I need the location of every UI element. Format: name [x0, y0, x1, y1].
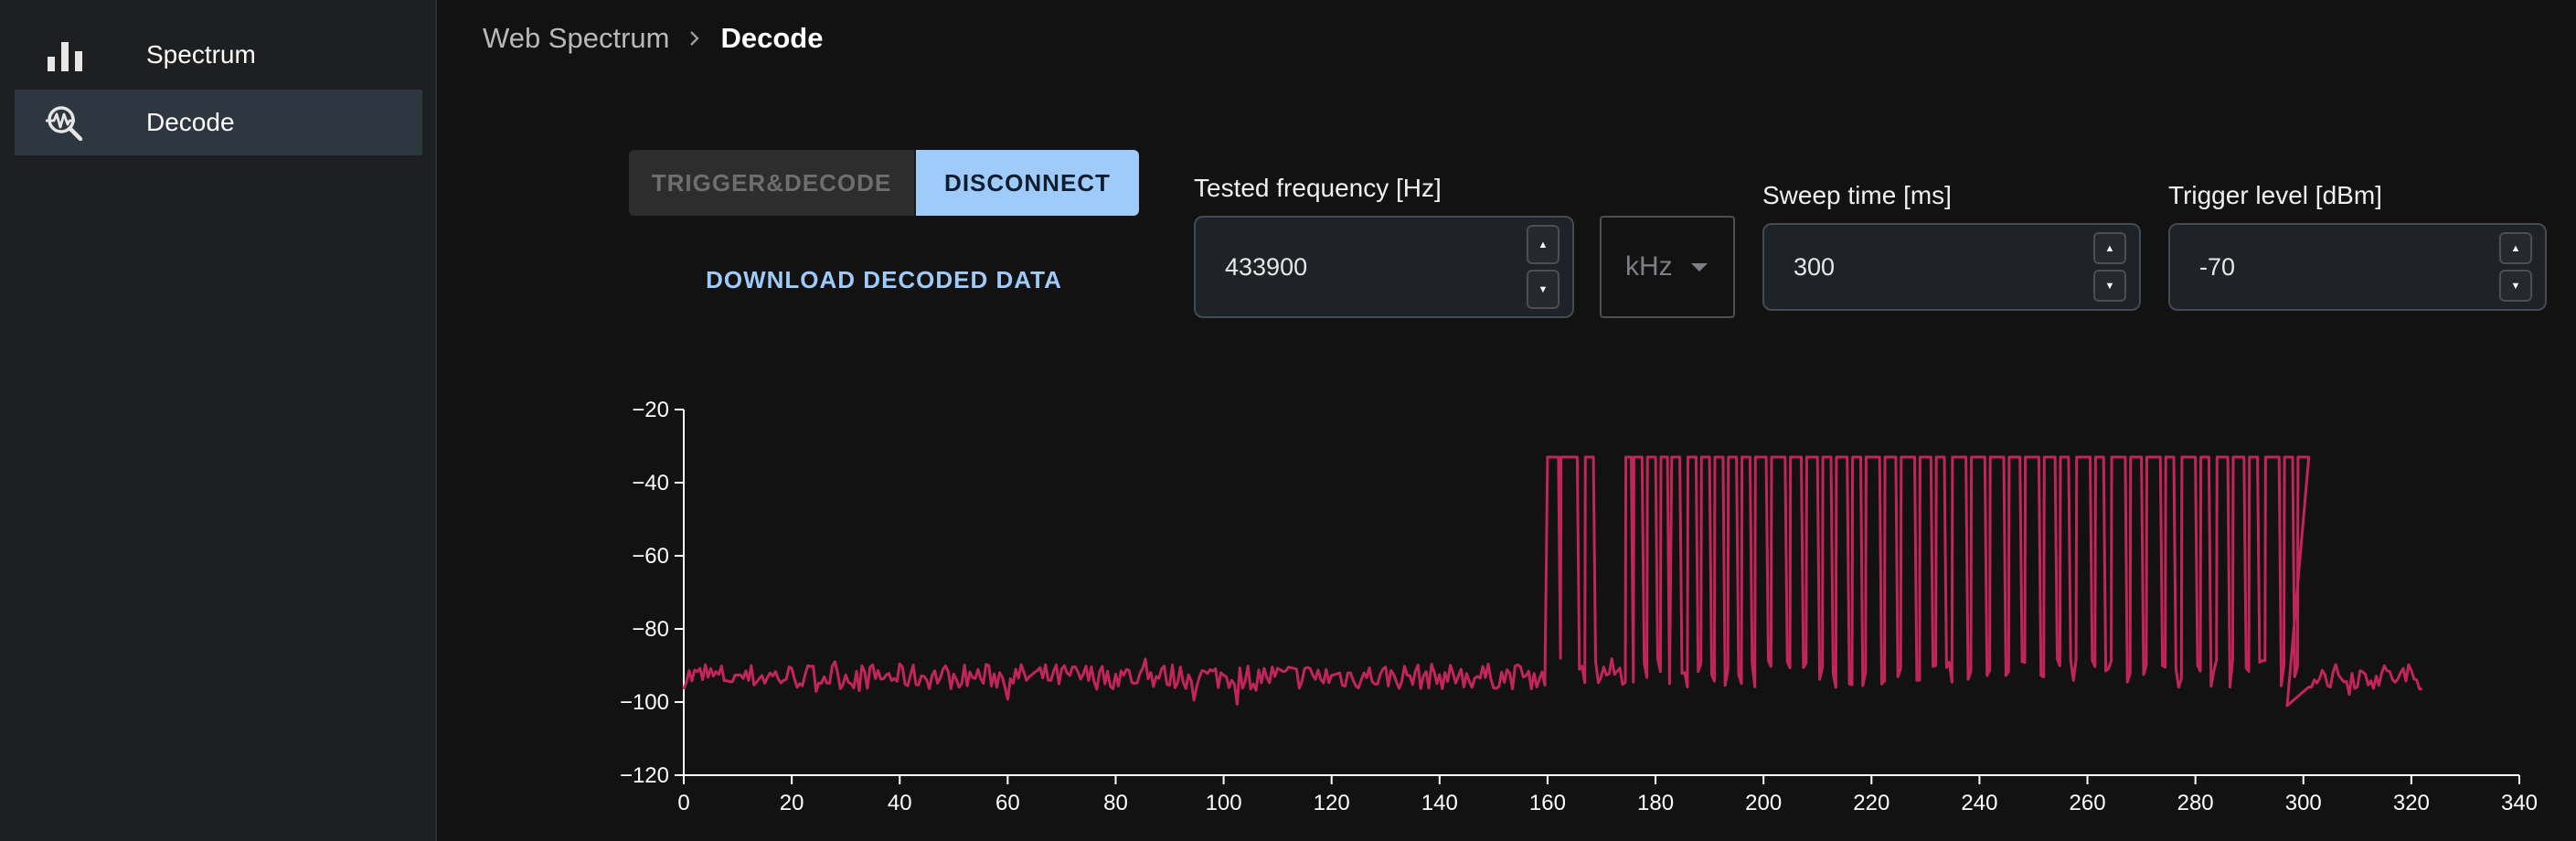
sidebar-item-decode[interactable]: Decode [15, 90, 422, 155]
x-tick-label: 300 [2285, 791, 2322, 815]
disconnect-button[interactable]: DISCONNECT [916, 150, 1139, 216]
sidebar-item-label: Spectrum [146, 40, 256, 69]
x-tick-label: 320 [2393, 791, 2430, 815]
sidebar-item-spectrum[interactable]: Spectrum [15, 22, 422, 88]
y-tick-label: −100 [620, 690, 669, 715]
unit-select-value: kHz [1625, 251, 1673, 282]
frequency-input[interactable]: 433900 ▲ ▼ [1194, 216, 1574, 318]
x-tick-label: 160 [1529, 791, 1566, 815]
frequency-label: Tested frequency [Hz] [1194, 174, 1442, 202]
x-tick-label: 260 [2070, 791, 2106, 815]
x-tick-label: 140 [1421, 791, 1458, 815]
sweep-time-input[interactable]: 300 ▲ ▼ [1762, 223, 2141, 311]
download-decoded-data-button[interactable]: DOWNLOAD DECODED DATA [706, 265, 1062, 293]
x-tick-label: 340 [2501, 791, 2538, 815]
action-button-group: TRIGGER&DECODE DISCONNECT [629, 150, 1139, 216]
frequency-stepper: ▲ ▼ [1527, 225, 1559, 309]
x-tick-label: 60 [995, 791, 1020, 815]
breadcrumb-root[interactable]: Web Spectrum [483, 22, 670, 54]
caret-down-icon [1691, 263, 1708, 271]
y-tick-label: −120 [620, 763, 669, 788]
x-tick-label: 100 [1206, 791, 1242, 815]
y-tick-label: −40 [632, 471, 669, 495]
x-tick-label: 80 [1103, 791, 1128, 815]
decrement-button[interactable]: ▼ [1527, 270, 1559, 309]
signal-chart: −120 −100 −80 −60 −40 −20 0 20 40 60 80 100 120 140 16… [620, 398, 2538, 815]
trigger-level-value: -70 [2199, 252, 2236, 281]
x-tick-label: 200 [1745, 791, 1782, 815]
x-tick-label: 280 [2177, 791, 2214, 815]
sweep-time-label: Sweep time [ms] [1762, 181, 1952, 209]
breadcrumb: Web Spectrum Decode [483, 18, 823, 59]
y-tick-label: −60 [632, 544, 669, 569]
frequency-value: 433900 [1225, 252, 1308, 281]
trigger-level-stepper: ▲ ▼ [2499, 232, 2532, 302]
y-tick-label: −80 [632, 617, 669, 642]
sidebar: Spectrum Decode [0, 0, 437, 841]
trigger-level-input[interactable]: -70 ▲ ▼ [2168, 223, 2547, 311]
x-tick-label: 220 [1853, 791, 1889, 815]
trigger-level-label: Trigger level [dBm] [2168, 181, 2382, 209]
frequency-unit-select[interactable]: kHz [1600, 216, 1735, 318]
increment-button[interactable]: ▲ [2093, 232, 2126, 264]
increment-button[interactable]: ▲ [1527, 225, 1559, 264]
sweep-time-stepper: ▲ ▼ [2093, 232, 2126, 302]
x-tick-label: 120 [1314, 791, 1350, 815]
x-tick-label: 40 [888, 791, 912, 815]
signal-series-line [682, 455, 2422, 708]
x-tick-label: 180 [1637, 791, 1674, 815]
increment-button[interactable]: ▲ [2499, 232, 2532, 264]
bar-chart-icon [48, 42, 82, 71]
sidebar-item-label: Decode [146, 108, 235, 136]
sweep-time-value: 300 [1794, 252, 1836, 281]
page-title: Decode [720, 22, 824, 54]
signal-search-icon [46, 106, 83, 141]
x-tick-label: 240 [1961, 791, 1997, 815]
decrement-button[interactable]: ▼ [2093, 270, 2126, 302]
x-tick-label: 0 [677, 791, 689, 815]
y-tick-label: −20 [632, 398, 669, 422]
decrement-button[interactable]: ▼ [2499, 270, 2532, 302]
x-tick-label: 20 [780, 791, 804, 815]
chevron-right-icon [690, 31, 700, 46]
trigger-decode-button[interactable]: TRIGGER&DECODE [629, 150, 916, 216]
